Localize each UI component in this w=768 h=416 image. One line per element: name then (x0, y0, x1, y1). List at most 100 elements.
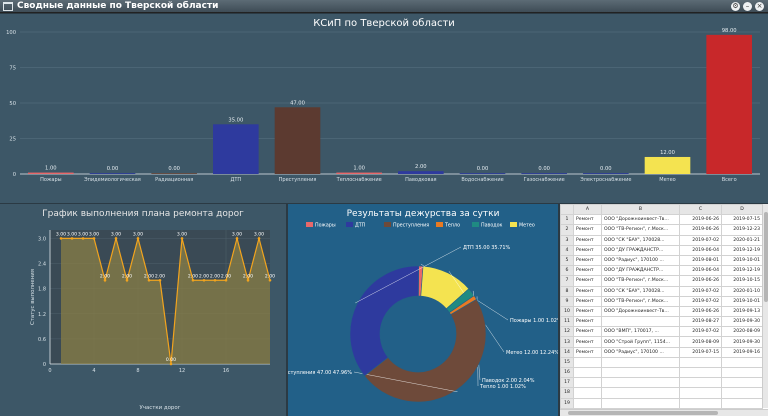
row-number[interactable]: 1 (560, 214, 574, 226)
cell-start-date[interactable]: 2019-07-02 (679, 326, 722, 338)
column-header[interactable]: A (573, 204, 602, 216)
cell-type[interactable]: Ремонт (573, 234, 602, 246)
cell-end-date[interactable]: 2019-12-23 (721, 224, 763, 236)
minimize-icon[interactable]: – (743, 2, 752, 11)
cell-start-date[interactable]: 2019-08-01 (679, 254, 722, 267)
cell-type[interactable]: Ремонт (573, 346, 602, 358)
table-row[interactable]: 3 Ремонт ООО "СК "БАУ", 170028... 2019-07-0… (560, 234, 763, 246)
cell-type[interactable]: Ремонт (573, 254, 602, 267)
row-number[interactable]: 5 (560, 254, 574, 267)
row-number[interactable]: 6 (560, 265, 574, 277)
cell-type[interactable]: Ремонт (573, 336, 602, 348)
table-row[interactable]: 10 Ремонт ООО "Дорожноинвест-Тв... 2019-06-… (560, 305, 763, 318)
cell-contractor[interactable]: ООО "Дорожноинвест-Тв... (601, 305, 680, 318)
cell-end-date[interactable]: 2020-01-10 (721, 285, 763, 297)
cell-contractor[interactable]: ООО "ТВ-Регион", г.Моск... (601, 295, 680, 307)
table-row[interactable]: 19 (560, 397, 763, 409)
cell-end-date[interactable] (721, 377, 763, 389)
cell-contractor[interactable]: ООО "ТВ-Регион", г.Моск... (601, 275, 680, 287)
cell-start-date[interactable]: 2019-06-26 (679, 275, 722, 287)
cell-end-date[interactable]: 2019-12-19 (721, 244, 763, 256)
cell-start-date[interactable]: 2019-06-26 (679, 224, 722, 236)
table-row[interactable]: 16 (560, 366, 763, 379)
row-number[interactable]: 14 (560, 346, 574, 358)
cell-start-date[interactable] (679, 356, 722, 369)
cell-end-date[interactable]: 2019-10-01 (721, 295, 763, 307)
cell-type[interactable] (573, 377, 602, 389)
table-row[interactable]: 5 Ремонт ООО "Радиус", 170100 ... 2019-08-0… (560, 254, 763, 267)
cell-start-date[interactable]: 2019-07-02 (679, 285, 722, 297)
table-row[interactable]: 9 Ремонт ООО "ТВ-Регион", г.Моск... 2019-07… (560, 295, 763, 307)
row-number[interactable]: 18 (560, 387, 574, 399)
cell-contractor[interactable]: ООО "Дорожноинвест-Тв... (601, 214, 680, 226)
cell-end-date[interactable] (721, 366, 763, 379)
cell-end-date[interactable] (721, 397, 763, 409)
row-number[interactable]: 8 (560, 285, 574, 297)
cell-type[interactable] (573, 387, 602, 399)
cell-end-date[interactable]: 2019-12-19 (721, 265, 763, 277)
cell-type[interactable]: Ремонт (573, 326, 602, 338)
cell-contractor[interactable] (601, 377, 680, 389)
row-number[interactable]: 15 (560, 356, 574, 369)
cell-start-date[interactable] (679, 397, 722, 409)
cell-contractor[interactable] (601, 397, 680, 409)
table-row[interactable]: 14 Ремонт ООО "Радиус", 170100 ... 2019-07-… (560, 346, 763, 358)
cell-start-date[interactable] (679, 377, 722, 389)
column-header[interactable]: B (601, 204, 680, 216)
cell-start-date[interactable]: 2019-08-09 (679, 336, 722, 348)
cell-end-date[interactable] (721, 356, 763, 369)
cell-type[interactable]: Ремонт (573, 224, 602, 236)
column-header[interactable]: C (679, 204, 722, 216)
cell-type[interactable]: Ремонт (573, 316, 602, 328)
cell-start-date[interactable]: 2019-07-02 (679, 234, 722, 246)
table-row[interactable]: 13 Ремонт ООО "Строй Групп", 1154... 2019-0… (560, 336, 763, 348)
cell-contractor[interactable]: ООО "ДУ ГРАЖДАНСТР... (601, 265, 680, 277)
cell-type[interactable]: Ремонт (573, 275, 602, 287)
cell-contractor[interactable]: ООО "Строй Групп", 1154... (601, 336, 680, 348)
vertical-scrollbar-thumb[interactable] (764, 212, 768, 302)
column-header[interactable] (560, 204, 574, 216)
horizontal-scrollbar-thumb[interactable] (568, 411, 718, 415)
table-row[interactable]: 18 (560, 387, 763, 399)
cell-type[interactable]: Ремонт (573, 265, 602, 277)
table-row[interactable]: 12 Ремонт ООО "ВМП", 170017, ... 2019-07-02… (560, 326, 763, 338)
table-row[interactable]: 17 (560, 377, 763, 389)
cell-contractor[interactable]: ООО "Радиус", 170100 ... (601, 254, 680, 267)
row-number[interactable]: 11 (560, 316, 574, 328)
row-number[interactable]: 12 (560, 326, 574, 338)
row-number[interactable]: 19 (560, 397, 574, 409)
cell-end-date[interactable] (721, 387, 763, 399)
cell-contractor[interactable] (601, 356, 680, 369)
cell-contractor[interactable]: ООО "ТВ-Регион", г.Моск... (601, 224, 680, 236)
cell-end-date[interactable]: 2020-08-09 (721, 326, 763, 338)
column-header[interactable]: D (721, 204, 763, 216)
cell-start-date[interactable]: 2019-06-26 (679, 214, 722, 226)
cell-contractor[interactable] (601, 387, 680, 399)
cell-type[interactable]: Ремонт (573, 244, 602, 256)
row-number[interactable]: 2 (560, 224, 574, 236)
table-row[interactable]: 11 Ремонт 2019-08-27 2019-09-30 (560, 316, 763, 328)
cell-start-date[interactable]: 2019-07-15 (679, 346, 722, 358)
cell-contractor[interactable]: ООО "Радиус", 170100 ... (601, 346, 680, 358)
row-number[interactable]: 16 (560, 366, 574, 379)
table-row[interactable]: 1 Ремонт ООО "Дорожноинвест-Тв... 2019-06-2… (560, 214, 763, 226)
cell-start-date[interactable]: 2019-06-04 (679, 244, 722, 256)
cell-start-date[interactable]: 2019-07-02 (679, 295, 722, 307)
horizontal-scrollbar[interactable] (560, 409, 768, 416)
cell-contractor[interactable]: ООО "СК "БАУ", 170028... (601, 285, 680, 297)
cell-type[interactable] (573, 397, 602, 409)
row-number[interactable]: 13 (560, 336, 574, 348)
cell-contractor[interactable] (601, 366, 680, 379)
cell-type[interactable]: Ремонт (573, 285, 602, 297)
cell-end-date[interactable]: 2019-10-01 (721, 254, 763, 267)
cell-type[interactable] (573, 366, 602, 379)
cell-start-date[interactable] (679, 366, 722, 379)
cell-type[interactable]: Ремонт (573, 305, 602, 318)
cell-start-date[interactable]: 2019-08-27 (679, 316, 722, 328)
cell-type[interactable]: Ремонт (573, 214, 602, 226)
row-number[interactable]: 17 (560, 377, 574, 389)
vertical-scrollbar[interactable] (762, 204, 768, 408)
cell-start-date[interactable]: 2019-06-26 (679, 305, 722, 318)
cell-contractor[interactable]: ООО "ВМП", 170017, ... (601, 326, 680, 338)
